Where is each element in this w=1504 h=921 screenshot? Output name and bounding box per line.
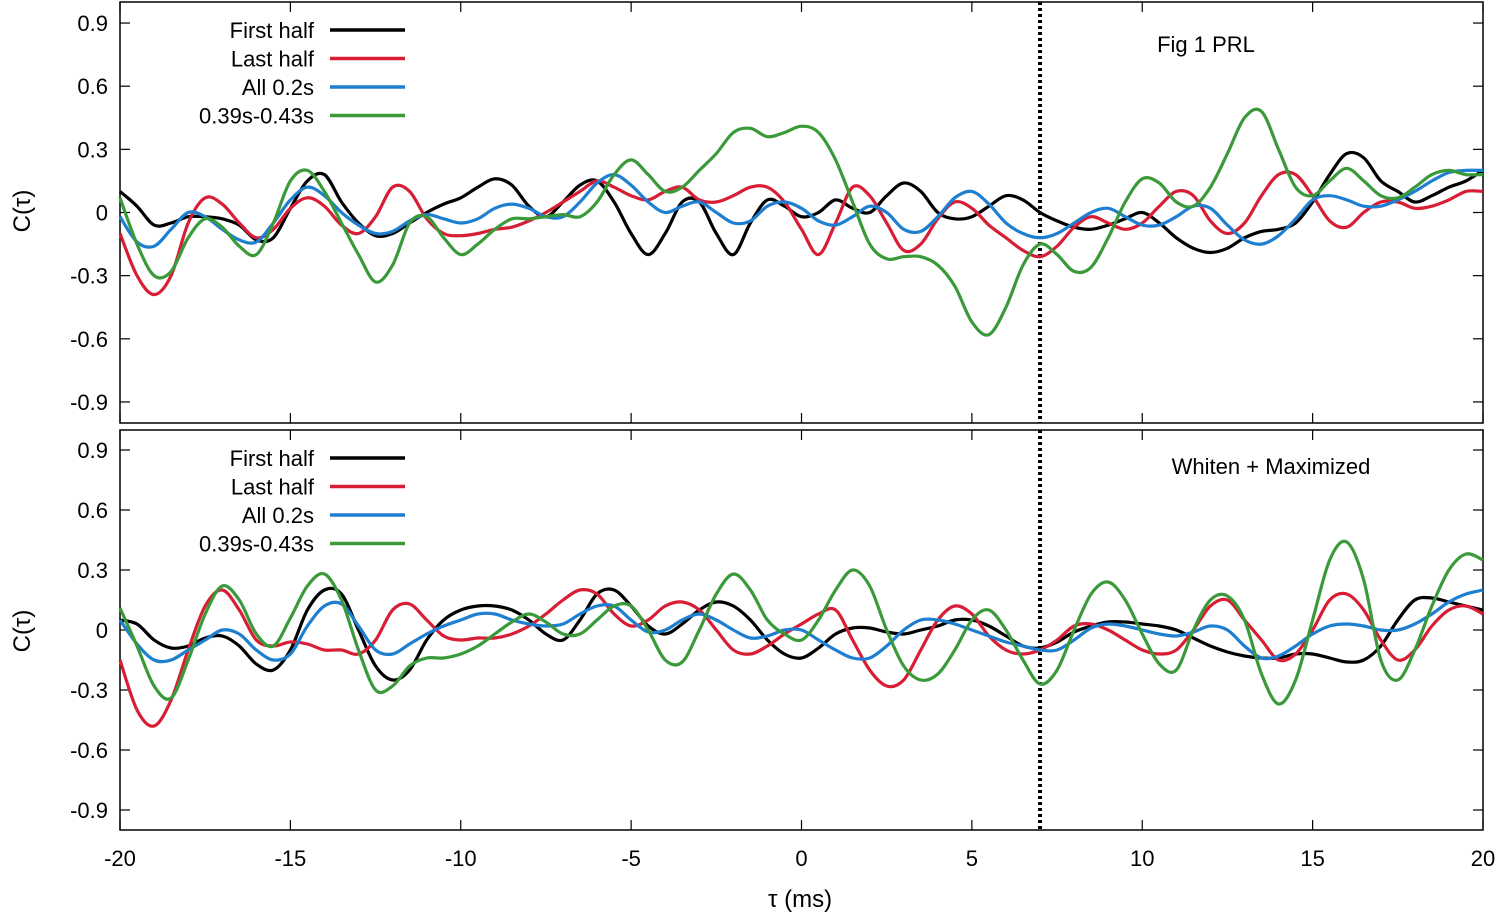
- y-tick-label: -0.6: [70, 738, 108, 763]
- legend-label: 0.39s-0.43s: [199, 104, 314, 129]
- legend-label: 0.39s-0.43s: [199, 532, 314, 557]
- y-tick-label: 0.6: [77, 74, 108, 99]
- x-tick-label: 20: [1471, 846, 1495, 871]
- bottom-panel: -0.9 -0.6 -0.3 0 0.3 0.6 0.9 -20 -15 -10 -5 0 5 10 15 2…: [70, 429, 1495, 871]
- top-y-axis-label: C(τ): [9, 190, 36, 233]
- x-tick-label: 5: [966, 846, 978, 871]
- top-annotation: Fig 1 PRL: [1157, 32, 1255, 57]
- legend-label: Last half: [231, 47, 315, 72]
- bottom-y-axis-label: C(τ): [9, 610, 36, 653]
- series-line: [118, 150, 1484, 257]
- x-tick-label: -15: [274, 846, 306, 871]
- series-line: [118, 168, 1484, 249]
- y-tick-label: 0.6: [77, 498, 108, 523]
- x-tick-label: 0: [795, 846, 807, 871]
- legend-label: Last half: [231, 475, 315, 500]
- series-line: [118, 107, 1484, 337]
- y-tick-label: -0.9: [70, 798, 108, 823]
- x-axis-label: τ (ms): [768, 886, 832, 913]
- series-line: [118, 588, 1484, 728]
- y-tick-label: 0: [96, 201, 108, 226]
- x-tick-label: 10: [1130, 846, 1154, 871]
- x-tick-label: -10: [445, 846, 477, 871]
- series-line: [119, 586, 1484, 682]
- series-line: [118, 539, 1484, 706]
- legend-label: All 0.2s: [242, 503, 314, 528]
- x-tick-label: -20: [104, 846, 136, 871]
- y-tick-label: -0.6: [70, 327, 108, 352]
- legend-label: First half: [230, 18, 315, 43]
- y-tick-label: 0.9: [77, 438, 108, 463]
- legend-label: First half: [230, 446, 315, 471]
- top-panel: -0.9 -0.6 -0.3 0 0.3 0.6 0.9 First half Last hal…: [70, 1, 1484, 424]
- y-tick-label: 0.9: [77, 11, 108, 36]
- y-tick-label: -0.3: [70, 678, 108, 703]
- plot-frame: [119, 1, 1484, 424]
- y-tick-label: -0.9: [70, 390, 108, 415]
- y-tick-label: 0.3: [77, 558, 108, 583]
- bottom-annotation: Whiten + Maximized: [1172, 454, 1371, 479]
- x-tick-label: -5: [621, 846, 641, 871]
- x-tick-label: 15: [1300, 846, 1324, 871]
- legend-label: All 0.2s: [242, 75, 314, 100]
- y-tick-label: -0.3: [70, 264, 108, 289]
- y-tick-label: 0.3: [77, 137, 108, 162]
- y-tick-label: 0: [96, 618, 108, 643]
